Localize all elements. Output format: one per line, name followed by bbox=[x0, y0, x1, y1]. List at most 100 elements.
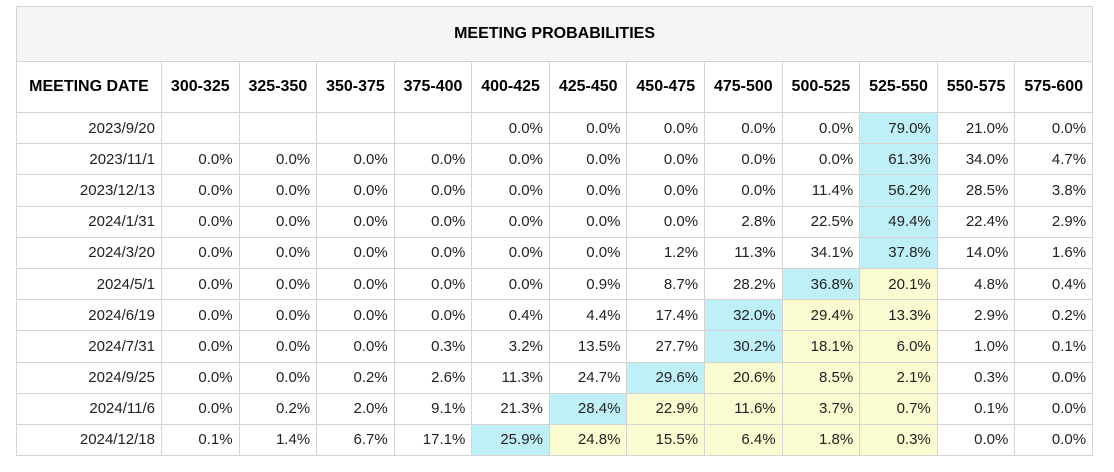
probability-cell: 0.0% bbox=[1014, 423, 1094, 457]
probability-cell: 1.2% bbox=[626, 236, 706, 269]
probability-cell: 0.0% bbox=[161, 299, 240, 332]
probability-cell: 0.0% bbox=[316, 330, 395, 363]
probability-cell: 0.0% bbox=[548, 111, 628, 145]
probability-cell: 21.0% bbox=[936, 111, 1016, 145]
probability-cell: 0.0% bbox=[704, 111, 783, 145]
probability-cell: 11.4% bbox=[781, 174, 861, 207]
probability-cell: 8.7% bbox=[626, 267, 706, 301]
probability-cell: 2.9% bbox=[936, 299, 1016, 332]
column-header-325-350: 325-350 bbox=[238, 61, 318, 113]
probability-cell: 0.1% bbox=[161, 423, 240, 457]
meeting-date-cell: 2023/11/1 bbox=[16, 143, 162, 176]
probability-cell: 0.0% bbox=[393, 299, 473, 332]
probability-cell: 2.6% bbox=[393, 361, 473, 394]
meeting-date-cell: 2024/3/20 bbox=[16, 236, 162, 269]
probability-cell: 0.3% bbox=[393, 330, 473, 363]
probability-cell: 2.1% bbox=[859, 361, 938, 394]
table-row: 2023/11/1 0.0% 0.0% 0.0% 0.0% 0.0% 0.0% 0.0% 0.0… bbox=[16, 143, 1094, 176]
probability-cell: 0.0% bbox=[471, 174, 550, 207]
probability-cell: 0.0% bbox=[393, 236, 473, 269]
meeting-date-cell: 2024/1/31 bbox=[16, 205, 162, 238]
probability-cell: 0.0% bbox=[704, 174, 783, 207]
probability-cell: 0.0% bbox=[161, 330, 240, 363]
probability-cell: 24.7% bbox=[548, 361, 628, 394]
probability-cell: 0.0% bbox=[161, 205, 240, 238]
column-header-300-325: 300-325 bbox=[161, 61, 240, 113]
probability-cell: 32.0% bbox=[704, 299, 783, 332]
probability-cell: 2.8% bbox=[704, 205, 783, 238]
probability-cell: 34.0% bbox=[936, 143, 1016, 176]
probability-cell: 0.0% bbox=[471, 205, 550, 238]
meeting-date-cell: 2024/5/1 bbox=[16, 267, 162, 301]
probability-cell: 3.8% bbox=[1014, 174, 1094, 207]
probability-cell: 4.7% bbox=[1014, 143, 1094, 176]
probability-cell: 0.0% bbox=[471, 143, 550, 176]
table-row: 2024/9/25 0.0% 0.0% 0.2% 2.6% 11.3% 24.7% 29.6%… bbox=[16, 361, 1094, 394]
column-header-525-550: 525-550 bbox=[859, 61, 938, 113]
probability-cell: 0.0% bbox=[393, 205, 473, 238]
probability-cell: 8.5% bbox=[781, 361, 861, 394]
probability-cell: 0.0% bbox=[238, 205, 318, 238]
probability-cell: 0.9% bbox=[548, 267, 628, 301]
probability-cell: 1.8% bbox=[781, 423, 861, 457]
meeting-date-cell: 2023/9/20 bbox=[16, 111, 162, 145]
probability-cell: 15.5% bbox=[626, 423, 706, 457]
column-header-425-450: 425-450 bbox=[548, 61, 628, 113]
column-header-400-425: 400-425 bbox=[471, 61, 550, 113]
probability-cell: 28.5% bbox=[936, 174, 1016, 207]
probability-cell: 11.3% bbox=[471, 361, 550, 394]
probability-cell: 0.4% bbox=[471, 299, 550, 332]
probability-cell: 0.0% bbox=[238, 143, 318, 176]
probability-cell: 1.0% bbox=[936, 330, 1016, 363]
probability-cell: 0.0% bbox=[316, 299, 395, 332]
probability-cell: 3.7% bbox=[781, 392, 861, 425]
probability-cell: 0.0% bbox=[238, 236, 318, 269]
probability-cell: 2.9% bbox=[1014, 205, 1094, 238]
probability-cell: 61.3% bbox=[859, 143, 938, 176]
meeting-date-cell: 2024/9/25 bbox=[16, 361, 162, 394]
probability-cell: 13.5% bbox=[548, 330, 628, 363]
probability-cell: 28.2% bbox=[704, 267, 783, 301]
probability-cell: 0.1% bbox=[936, 392, 1016, 425]
probability-cell: 13.3% bbox=[859, 299, 938, 332]
probability-cell: 1.4% bbox=[238, 423, 318, 457]
probability-cell: 11.6% bbox=[704, 392, 783, 425]
probability-cell: 0.0% bbox=[238, 330, 318, 363]
table-row: 2024/7/31 0.0% 0.0% 0.0% 0.3% 3.2% 13.5% 27.7% 3… bbox=[16, 330, 1094, 363]
probability-cell: 18.1% bbox=[781, 330, 861, 363]
meeting-probabilities-table: MEETING PROBABILITIES MEETING DATE 300-3… bbox=[15, 6, 1094, 457]
meeting-date-cell: 2024/6/19 bbox=[16, 299, 162, 332]
column-header-500-525: 500-525 bbox=[781, 61, 861, 113]
column-header-row: MEETING DATE 300-325 325-350 350-375 375-40… bbox=[16, 61, 1094, 113]
probability-cell: 0.0% bbox=[316, 143, 395, 176]
meeting-date-header: MEETING DATE bbox=[16, 61, 162, 113]
probability-cell: 4.4% bbox=[548, 299, 628, 332]
probability-cell: 6.4% bbox=[704, 423, 783, 457]
table-row: 2023/12/13 0.0% 0.0% 0.0% 0.0% 0.0% 0.0% 0.0% 0.… bbox=[16, 174, 1094, 207]
probability-cell: 79.0% bbox=[859, 111, 938, 145]
probability-cell: 0.0% bbox=[471, 267, 550, 301]
probability-cell: 0.0% bbox=[548, 174, 628, 207]
probability-cell: 0.0% bbox=[238, 174, 318, 207]
probability-cell: 0.0% bbox=[393, 143, 473, 176]
meeting-date-cell: 2023/12/13 bbox=[16, 174, 162, 207]
probability-cell: 0.0% bbox=[161, 236, 240, 269]
probability-cell: 22.4% bbox=[936, 205, 1016, 238]
column-header-575-600: 575-600 bbox=[1014, 61, 1094, 113]
probability-cell: 29.6% bbox=[626, 361, 706, 394]
probability-cell: 0.3% bbox=[936, 361, 1016, 394]
probability-cell: 0.0% bbox=[316, 205, 395, 238]
probability-cell: 14.0% bbox=[936, 236, 1016, 269]
probability-cell: 6.0% bbox=[859, 330, 938, 363]
probability-cell: 11.3% bbox=[704, 236, 783, 269]
probability-cell: 0.7% bbox=[859, 392, 938, 425]
probability-cell: 0.0% bbox=[161, 174, 240, 207]
probability-cell: 0.0% bbox=[471, 236, 550, 269]
probability-cell: 0.0% bbox=[626, 205, 706, 238]
probability-cell: 21.3% bbox=[471, 392, 550, 425]
probability-cell: 2.0% bbox=[316, 392, 395, 425]
probability-cell: 0.0% bbox=[161, 361, 240, 394]
probability-cell: 28.4% bbox=[548, 392, 628, 425]
meeting-date-cell: 2024/11/6 bbox=[16, 392, 162, 425]
table-row: 2023/9/20 0.0% 0.0% 0.0% 0.0% 0.0% 79.0% 21.0% 0… bbox=[16, 111, 1094, 145]
